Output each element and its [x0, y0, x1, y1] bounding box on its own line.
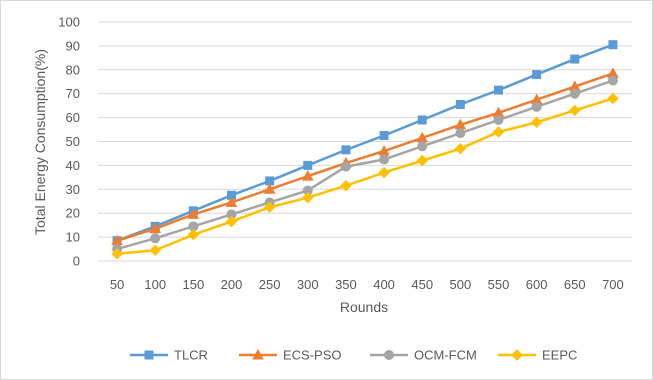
x-tick-label: 400	[373, 277, 395, 292]
data-point-ecs-pso	[263, 183, 276, 194]
data-point-eepc	[569, 104, 581, 117]
data-point-ocm-fcm	[417, 141, 428, 152]
data-point-eepc	[607, 92, 619, 105]
y-tick-label: 70	[66, 86, 80, 101]
data-point-tlcr	[455, 99, 465, 109]
legend-label: ECS-PSO	[283, 348, 342, 363]
data-point-tlcr	[608, 40, 618, 50]
data-point-tlcr	[341, 145, 351, 155]
data-point-ocm-fcm	[379, 154, 390, 165]
data-point-tlcr	[417, 115, 427, 125]
data-point-eepc	[530, 116, 543, 129]
data-point-eepc	[378, 166, 390, 179]
x-tick-label: 300	[297, 277, 319, 292]
data-point-eepc	[263, 201, 276, 213]
legend: TLCR ECS-PSO OCM-FCM EEPC	[130, 348, 577, 363]
y-tick-label: 20	[66, 206, 80, 221]
series-ocm-fcm	[112, 75, 618, 255]
data-point-tlcr	[532, 70, 542, 80]
legend-label: TLCR	[174, 348, 208, 363]
data-point-tlcr	[570, 54, 580, 64]
x-tick-label: 50	[110, 277, 124, 292]
data-point-ocm-fcm	[531, 101, 542, 112]
series-tlcr	[112, 40, 618, 246]
data-point-eepc	[149, 244, 161, 256]
data-point-ecs-pso	[301, 170, 314, 181]
data-point-eepc	[492, 126, 505, 138]
data-point-ocm-fcm	[493, 114, 504, 125]
y-tick-label: 0	[73, 254, 80, 269]
series-line-ecs-pso	[116, 72, 614, 242]
y-tick-label: 30	[66, 182, 80, 197]
x-tick-label: 150	[183, 277, 205, 292]
y-tick-label: 60	[66, 110, 80, 125]
series-ecs-pso	[111, 67, 619, 246]
x-axis-title: Rounds	[340, 299, 388, 315]
x-tick-label: 200	[221, 277, 243, 292]
data-point-eepc	[340, 180, 352, 192]
y-tick-label: 40	[66, 158, 80, 173]
data-point-ecs-pso	[187, 208, 200, 219]
data-point-ocm-fcm	[607, 75, 618, 86]
x-axis-ticks: 50 100 150 200 250 300 350 400 450 500 550 600 650 70…	[110, 277, 624, 292]
y-tick-label: 80	[66, 62, 80, 77]
data-point-tlcr	[379, 131, 389, 141]
data-point-eepc	[454, 142, 467, 155]
y-tick-label: 90	[66, 38, 80, 53]
series-eepc	[111, 92, 619, 260]
data-point-ocm-fcm	[340, 161, 351, 172]
legend-marker	[144, 350, 154, 360]
y-tick-label: 10	[66, 230, 80, 245]
x-tick-label: 500	[450, 277, 472, 292]
x-tick-label: 100	[144, 277, 166, 292]
x-tick-label: 250	[259, 277, 281, 292]
series-line-ocm-fcm	[116, 79, 614, 251]
legend-item-tlcr: TLCR	[130, 348, 208, 363]
data-point-eepc	[225, 215, 238, 228]
y-axis-title: Total Energy Consumption(%)	[32, 49, 48, 235]
data-point-tlcr	[303, 160, 313, 170]
series-line-eepc	[116, 97, 614, 256]
series-line-tlcr	[116, 43, 614, 242]
data-point-ocm-fcm	[455, 128, 466, 139]
data-point-ocm-fcm	[150, 233, 161, 244]
legend-marker	[252, 348, 264, 360]
data-point-eepc	[187, 229, 200, 241]
data-point-ecs-pso	[225, 196, 238, 207]
x-tick-label: 550	[488, 277, 510, 292]
legend-label: EEPC	[542, 348, 577, 363]
x-tick-label: 350	[335, 277, 357, 292]
y-axis-ticks: 0 10 20 30 40 50 60 70 80 90 100	[58, 15, 80, 269]
y-tick-label: 50	[66, 134, 80, 149]
y-tick-label: 100	[58, 15, 80, 30]
x-tick-label: 450	[411, 277, 433, 292]
data-point-ocm-fcm	[569, 88, 580, 99]
data-point-eepc	[416, 154, 428, 167]
x-tick-label: 600	[526, 277, 548, 292]
data-point-ecs-pso	[149, 222, 162, 234]
data-point-eepc	[302, 191, 314, 204]
x-tick-label: 650	[564, 277, 586, 292]
legend-label: OCM-FCM	[414, 348, 477, 363]
series-layer	[111, 40, 619, 260]
legend-item-ocm-fcm: OCM-FCM	[370, 348, 477, 363]
x-tick-label: 700	[602, 277, 624, 292]
legend-item-eepc: EEPC	[498, 348, 577, 363]
data-point-tlcr	[494, 85, 503, 95]
data-point-eepc	[111, 248, 123, 260]
legend-marker	[511, 349, 523, 361]
legend-item-ecs-pso: ECS-PSO	[239, 348, 342, 363]
legend-marker	[384, 350, 394, 360]
